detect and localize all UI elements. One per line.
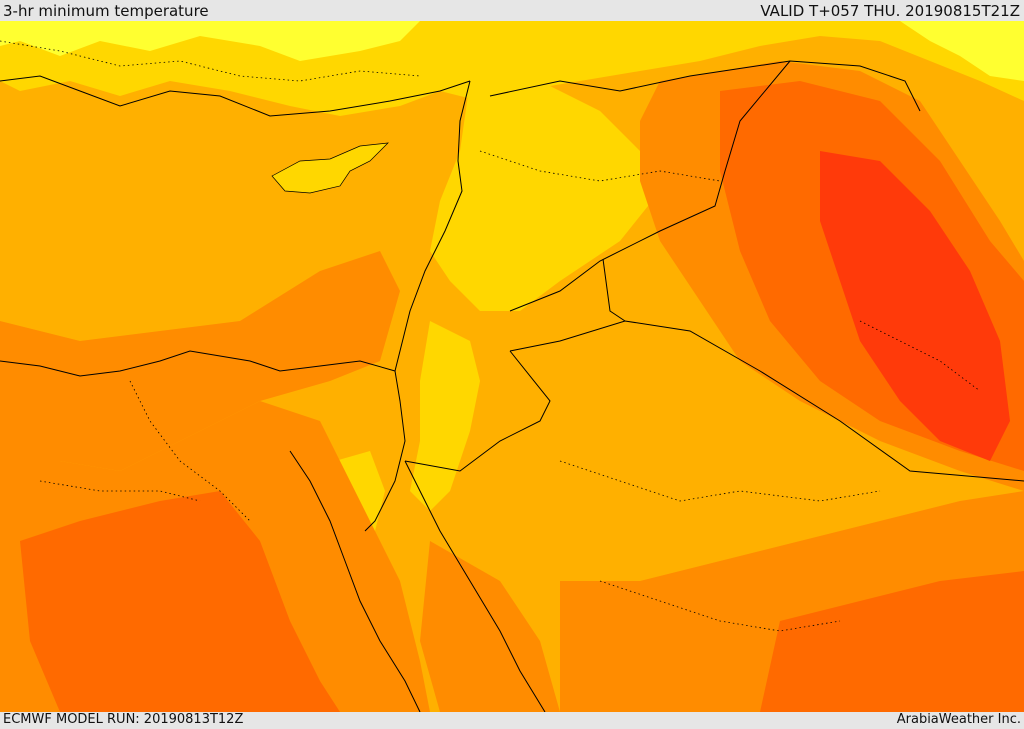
field-dark-orange-south: [760, 571, 1024, 712]
dotted-borders: [0, 40, 981, 632]
coast-north-africa: [0, 350, 396, 377]
coast-turkey: [0, 75, 471, 117]
valid-time: VALID T+057 THU. 20190815T21Z: [760, 2, 1020, 20]
island-cyprus: [271, 142, 389, 194]
border-jordan-west: [404, 350, 551, 472]
field-light-yellow-northeast: [900, 21, 1024, 81]
field-orange-med-south: [0, 251, 400, 471]
coast-redsea-west: [289, 450, 421, 712]
coast-gulf-of-suez: [364, 370, 406, 532]
footer-bar: ECMWF MODEL RUN: 20190813T12Z ArabiaWeat…: [0, 712, 1024, 729]
field-yellow-levant: [430, 81, 660, 311]
field-light-yellow-north: [0, 21, 420, 61]
border-jordan-saudi: [509, 320, 1024, 482]
border-turkey-syria: [489, 60, 921, 112]
field-orange-redsea: [420, 541, 560, 712]
borders: [0, 60, 1024, 712]
field-dark-orange-egypt: [20, 491, 340, 712]
header-bar: 3-hr minimum temperature VALID T+057 THU…: [0, 0, 1024, 21]
border-jordan-iraq: [602, 258, 626, 322]
model-run-label: ECMWF MODEL RUN: 20190813T12Z: [3, 712, 244, 727]
border-syria-iraq: [509, 60, 791, 312]
credit-label: ArabiaWeather Inc.: [896, 712, 1021, 727]
field-yellow-jordan: [410, 321, 480, 511]
field-red-iraq: [820, 151, 1010, 461]
coast-redsea-east: [404, 460, 546, 712]
coast-levant: [394, 80, 471, 372]
map-title: 3-hr minimum temperature: [3, 2, 209, 20]
temperature-map: [0, 21, 1024, 712]
